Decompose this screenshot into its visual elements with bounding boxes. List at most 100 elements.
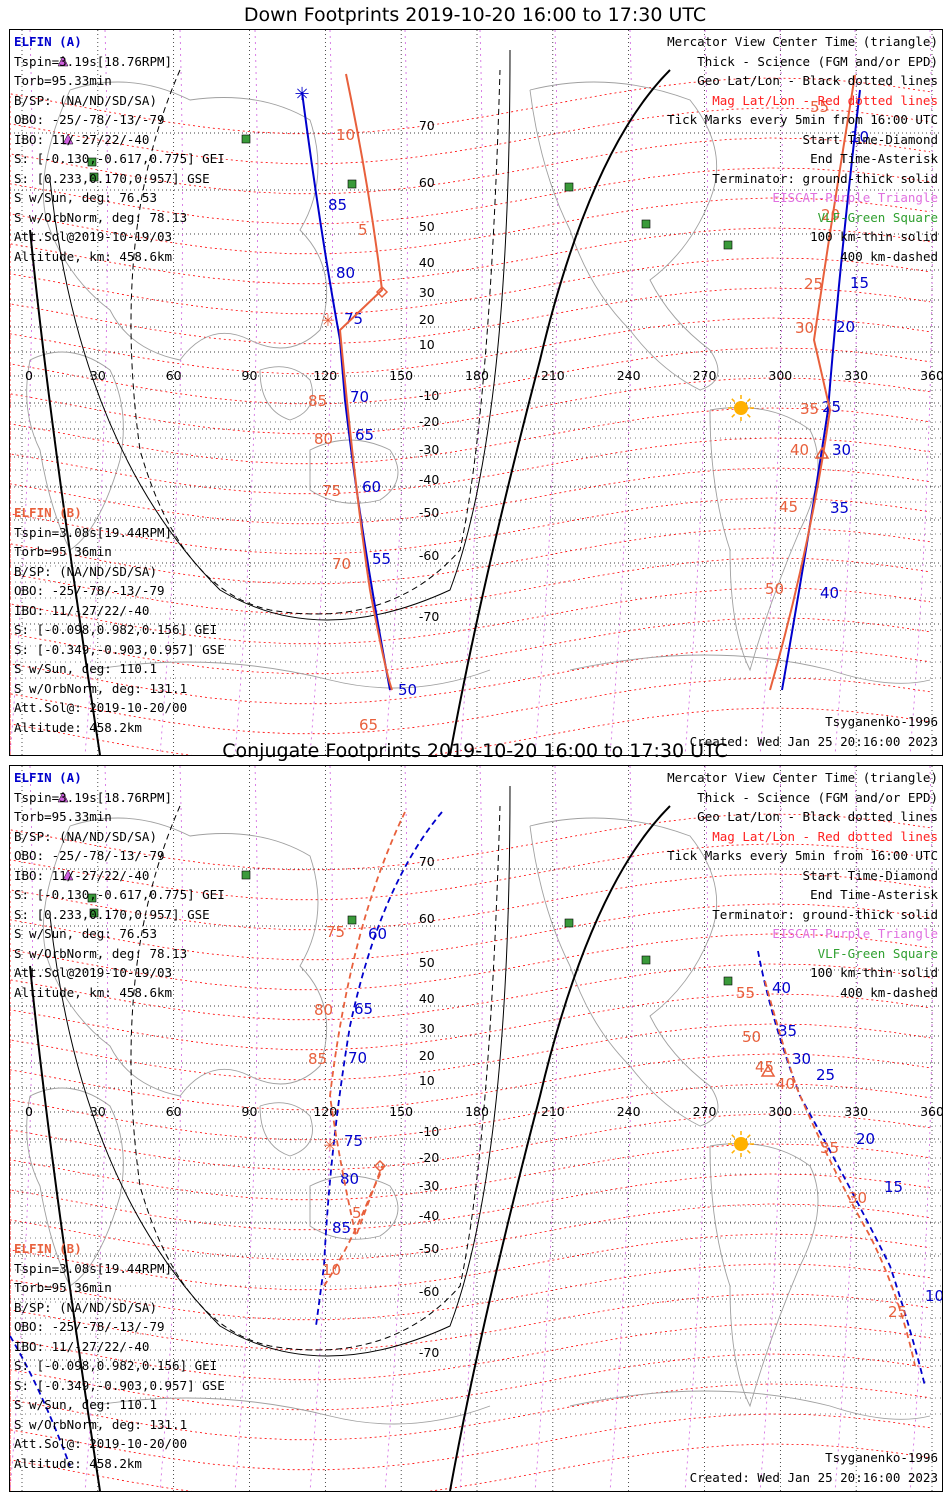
legend-item: Mercator View Center Time (triangle) (667, 770, 938, 785)
elfin-a-time-label: 25 (822, 398, 841, 416)
mag-parallel (10, 933, 931, 991)
elfin-a-time-label: 55 (372, 550, 391, 568)
sun-ray (746, 413, 751, 418)
legend-item: Tick Marks every 5min from 16:00 UTC (667, 848, 938, 863)
lat-label: -50 (419, 1241, 439, 1256)
elfin-b-time-label: 65 (359, 716, 378, 734)
mag-meridian (534, 30, 558, 755)
vlf-square (87, 157, 97, 167)
mag-parallel (10, 1323, 931, 1398)
elfin-b-time-label: 70 (332, 555, 351, 573)
elfin-b-info-line: Torb=95.36min (14, 544, 112, 559)
mag-parallel (10, 257, 931, 315)
elfin-a-time-label: 40 (820, 584, 839, 602)
mag-parallel (10, 963, 931, 1021)
elfin-a-time-label: 15 (850, 274, 869, 292)
legend-item: Mercator View Center Time (triangle) (667, 34, 938, 49)
mag-meridian (309, 30, 333, 755)
mag-meridian (459, 30, 483, 755)
eiscat-triangle (57, 791, 69, 803)
elfin-a-info-line: OBO: -25/-78/-13/-79 (14, 112, 165, 127)
vlf-square (89, 908, 99, 918)
vlf-square (641, 219, 651, 229)
legend-item: 100 km-thin solid (810, 229, 938, 244)
mag-meridian (234, 766, 258, 1491)
lat-label: -60 (419, 548, 439, 563)
terminator-thick (29, 229, 101, 755)
lon-label: 270 (693, 368, 717, 383)
elfin-a-info-line: IBO: 11/-27/22/-40 (14, 131, 150, 147)
elfin-b-conjugate-track (323, 1165, 385, 1287)
coastline (89, 1397, 491, 1425)
elfin-b-time-label: 35 (820, 1139, 839, 1157)
elfin-b-info-line: OBO: -25/-78/-13/-79 (14, 583, 165, 598)
lat-label: 30 (419, 285, 435, 300)
mag-parallel (10, 873, 931, 931)
eiscat-triangle (62, 133, 74, 145)
terminator-thick (449, 805, 671, 1491)
elfin-b-time-label: 25 (888, 1303, 907, 1321)
lat-label: -20 (419, 1150, 439, 1165)
elfin-b-track (338, 73, 393, 691)
lat-label: -30 (419, 442, 439, 457)
elfin-b-info-line: Tspin=3.08s[19.44RPM] (14, 1260, 173, 1276)
elfin-a-info-line: Tspin=3.19s[18.76RPM] (14, 53, 173, 69)
lon-label: 150 (389, 1104, 413, 1119)
elfin-b-time-label: 10 (322, 1261, 341, 1279)
mag-meridian (459, 766, 483, 1491)
elfin-a-info-line: S w/Sun, deg: 76.53 (14, 190, 157, 205)
lon-label: 330 (844, 1104, 868, 1119)
elfin-a-heading: ELFIN (A) (14, 34, 82, 49)
elfin-a-time-label: 15 (884, 1178, 903, 1196)
lat-label: -70 (419, 609, 439, 624)
sun-icon (734, 1137, 748, 1151)
elfin-b-info-line: S: [-0.349,-0.903,0.957] GSE (14, 641, 225, 657)
legend-item: 100 km-thin solid (810, 965, 938, 980)
elfin-b-info-line: S w/OrbNorm, deg: 131.1 (14, 1416, 188, 1432)
elfin-b-info-line: Att.Sol@: 2019-10-20/00 (14, 1436, 188, 1451)
legend-item: 400 km-dashed (840, 984, 938, 1000)
mag-parallel (10, 77, 931, 135)
elfin-b-time-label: 75 (322, 482, 341, 500)
elfin-a-info: ELFIN (A) Tspin=3.19s[18.76RPM] Torb=95.33… (14, 32, 225, 266)
legend-item: 400 km-dashed (840, 248, 938, 264)
conjugate-map: 70 60 50 40 30 20 10 -10 -20 -30 -40 -50 -60 -70 0 30 60… (10, 766, 942, 1491)
mag-meridian (759, 766, 783, 1491)
elfin-b-time-label: 85 (308, 392, 327, 410)
elfin-a-info-line: Torb=95.33min (14, 73, 112, 88)
vlf-square (564, 182, 574, 192)
legend-item: Mag Lat/Lon - Red dotted lines (712, 828, 938, 844)
mag-meridian (609, 766, 633, 1491)
elfin-b-time-label: 35 (800, 400, 819, 418)
coastline (42, 817, 328, 1097)
mag-parallel (10, 197, 931, 255)
lat-label: -40 (419, 472, 439, 487)
coastline (309, 439, 399, 504)
down-footprints-panel: 70 60 50 40 30 20 10 -10 -20 -30 -40 -50 -60 -70 0 30 60… (9, 29, 943, 756)
mag-meridian (159, 766, 183, 1491)
coastline (709, 407, 819, 672)
mag-parallel (10, 677, 931, 755)
elfin-a-info-line: IBO: 11/-27/22/-40 (14, 867, 150, 883)
elfin-b-info-line: Torb=95.36min (14, 1280, 112, 1295)
eiscat-triangle (57, 55, 69, 67)
sun-ray (731, 1149, 736, 1154)
elfin-b-heading: ELFIN (B) (14, 505, 82, 520)
elfin-b-time-label: 50 (765, 580, 784, 598)
elfin-b-time-label: 40 (776, 1075, 795, 1093)
down-map: 70 60 50 40 30 20 10 -10 -20 -30 -40 -50 -60 -70 0 30 60… (10, 30, 942, 755)
elfin-b-info-line: Att.Sol@: 2019-10-20/00 (14, 700, 188, 715)
sun-ray (746, 1149, 751, 1154)
elfin-a-info-line: Altitude, km: 458.6km (14, 984, 173, 1000)
elfin-a-time-label: 60 (362, 478, 381, 496)
model-label: Tsyganenko-1996 (825, 714, 938, 729)
created-label: Created: Wed Jan 25 20:16:00 2023 (689, 733, 938, 749)
mag-parallel (10, 347, 931, 406)
sun-ray (731, 1134, 736, 1139)
legend-item: Geo Lat/Lon - Black dotted lines (697, 809, 938, 824)
end-asterisk: ✳ (294, 84, 309, 105)
lon-label: 300 (768, 1104, 792, 1119)
mag-parallel (10, 317, 931, 375)
elfin-b-time-label: 20 (821, 206, 840, 224)
elfin-b-time-label: 5 (352, 1204, 362, 1222)
